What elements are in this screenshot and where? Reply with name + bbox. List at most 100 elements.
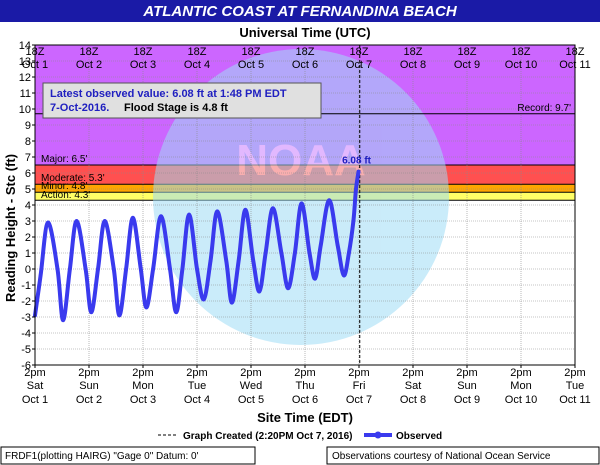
observed-point (351, 219, 356, 223)
observed-point (68, 267, 72, 271)
observed-point (236, 259, 241, 263)
bottom-tick-time: 2pm (186, 367, 207, 379)
bottom-tick-time: 2pm (456, 367, 477, 379)
observed-point (356, 169, 361, 174)
top-tick-time: 18Z (296, 46, 315, 58)
flood-category-label: Moderate: 5.3' (41, 173, 105, 184)
observed-series: 6.08 ft (33, 156, 372, 323)
footer-source: Observations courtesy of National Ocean … (332, 451, 551, 462)
y-tick-label: 9 (25, 120, 31, 132)
observed-point (187, 212, 191, 217)
y-tick-label: 2 (25, 232, 31, 244)
y-tick-label: 13 (19, 56, 31, 68)
plot-frame (34, 44, 576, 366)
bottom-tick-day: Mon (132, 380, 153, 392)
bottom-tick-time: 2pm (564, 367, 585, 379)
chart-title: ATLANTIC COAST AT FERNANDINA BEACH (142, 3, 457, 20)
y-tick-label: 1 (25, 248, 31, 260)
y-tick-label: 8 (25, 136, 31, 148)
flood-category-label: Minor: 4.8' (41, 181, 87, 192)
top-tick-time: 18Z (242, 46, 261, 58)
top-tick-time: 18Z (134, 46, 153, 58)
bottom-tick-time: 2pm (78, 367, 99, 379)
top-tick-date: Oct 10 (505, 59, 537, 71)
observed-point (201, 297, 206, 302)
flood-category-label: Major: 6.5' (41, 154, 87, 165)
y-tick-label: 7 (25, 152, 31, 164)
y-tick-label: -6 (21, 360, 31, 372)
y-tick-label: 0 (25, 264, 31, 276)
legend: Graph Created (2:20PM Oct 7, 2016) Obser… (158, 431, 442, 442)
bottom-tick-date: Oct 7 (346, 394, 372, 406)
latest-value-date: 7-Oct-2016. (50, 102, 109, 114)
y-tick-label: -2 (21, 296, 31, 308)
top-axis-title: Universal Time (UTC) (239, 25, 370, 40)
top-tick-date: Oct 5 (238, 59, 264, 71)
bottom-tick-day: Sat (405, 380, 422, 392)
noaa-watermark-text: NOAA (236, 136, 366, 185)
y-tick-label: 14 (19, 40, 31, 52)
top-tick-time: 18Z (188, 46, 207, 58)
observed-point (313, 276, 317, 281)
bottom-tick-time: 2pm (510, 367, 531, 379)
bottom-tick-day: Sun (457, 380, 477, 392)
bottom-tick-date: Oct 3 (130, 394, 156, 406)
legend-observed-marker (374, 431, 382, 439)
bottom-tick-date: Oct 4 (184, 394, 210, 406)
footer-gage-info: FRDF1(plotting HAIRG) "Gage 0" Datum: 0' (5, 451, 199, 462)
observed-point (102, 219, 107, 223)
bottom-tick-day: Sun (79, 380, 99, 392)
observed-point (342, 273, 346, 278)
flood-stage-note: Flood Stage is 4.8 ft (124, 102, 228, 114)
observed-point (138, 267, 143, 271)
observed-point (74, 219, 79, 223)
bottom-tick-date: Oct 1 (22, 394, 48, 406)
top-tick-date: Oct 4 (184, 59, 210, 71)
observed-point (263, 251, 268, 255)
y-tick-label: 4 (25, 200, 31, 212)
observed-point (96, 267, 100, 271)
observed-point (83, 267, 88, 271)
observed-point (180, 267, 185, 271)
observed-point (117, 313, 122, 318)
bottom-tick-day: Tue (566, 380, 585, 392)
top-tick-time: 18Z (80, 46, 99, 58)
bottom-tick-date: Oct 2 (76, 394, 102, 406)
bottom-tick-date: Oct 5 (238, 394, 264, 406)
bottom-tick-time: 2pm (240, 367, 261, 379)
observed-point (354, 187, 358, 191)
bottom-tick-date: Oct 6 (292, 394, 318, 406)
bottom-tick-date: Oct 11 (559, 394, 591, 406)
observed-point (307, 251, 312, 255)
y-tick-label: -5 (21, 344, 31, 356)
observed-point (131, 216, 135, 220)
flood-category-labels: Record: 9.7' Action: 4.3'Minor: 4.8'Moder… (41, 103, 571, 201)
top-tick-time: 18Z (458, 46, 477, 58)
observed-point (111, 267, 116, 271)
bottom-tick-time: 2pm (132, 367, 153, 379)
bottom-tick-date: Oct 10 (505, 394, 537, 406)
latest-value-label: 6.08 ft (342, 156, 372, 167)
observed-point (168, 267, 172, 271)
bottom-tick-date: Oct 8 (400, 394, 426, 406)
y-tick-label: 12 (19, 72, 31, 84)
observed-point (347, 251, 351, 255)
observed-point (38, 273, 43, 278)
bottom-tick-day: Sat (27, 380, 44, 392)
y-tick-label: 5 (25, 184, 31, 196)
observed-point (230, 300, 234, 305)
bottom-tick-time: 2pm (294, 367, 315, 379)
observed-point (299, 201, 304, 206)
latest-value-line1: Latest observed value: 6.08 ft at 1:48 P… (50, 88, 287, 100)
y-axis-title: Reading Height - Stc (ft) (3, 154, 18, 302)
bottom-tick-day: Thu (296, 380, 315, 392)
latest-value-box: Latest observed value: 6.08 ft at 1:48 P… (42, 82, 322, 119)
observed-point (151, 267, 155, 271)
bottom-tick-day: Wed (240, 380, 262, 392)
footer: FRDF1(plotting HAIRG) "Gage 0" Datum: 0'… (0, 446, 600, 465)
y-tick-label: -3 (21, 312, 31, 324)
top-tick-date: Oct 9 (454, 59, 480, 71)
